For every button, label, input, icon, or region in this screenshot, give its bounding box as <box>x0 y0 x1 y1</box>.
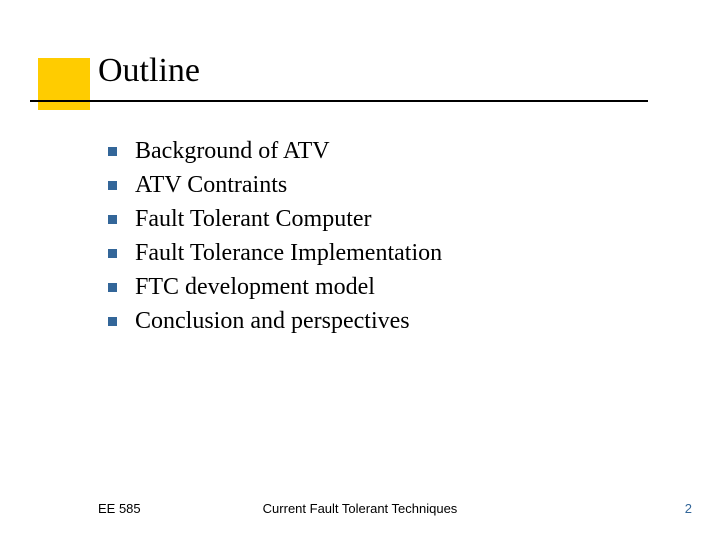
square-bullet-icon <box>108 181 117 190</box>
list-item: Fault Tolerance Implementation <box>108 236 442 270</box>
bullet-label: Fault Tolerant Computer <box>135 206 372 233</box>
slide: Outline Background of ATV ATV Contraints… <box>0 0 720 540</box>
bullet-label: Fault Tolerance Implementation <box>135 240 442 267</box>
accent-box <box>38 58 90 110</box>
list-item: Background of ATV <box>108 134 442 168</box>
square-bullet-icon <box>108 215 117 224</box>
square-bullet-icon <box>108 317 117 326</box>
list-item: ATV Contraints <box>108 168 442 202</box>
slide-title: Outline <box>98 52 200 90</box>
square-bullet-icon <box>108 147 117 156</box>
bullet-label: Conclusion and perspectives <box>135 308 410 335</box>
title-underline <box>30 100 648 102</box>
footer-center: Current Fault Tolerant Techniques <box>0 501 720 516</box>
bullet-label: FTC development model <box>135 274 375 301</box>
bullet-label: ATV Contraints <box>135 172 287 199</box>
square-bullet-icon <box>108 249 117 258</box>
footer: EE 585 Current Fault Tolerant Techniques… <box>0 496 720 516</box>
bullet-list: Background of ATV ATV Contraints Fault T… <box>108 134 442 338</box>
page-number: 2 <box>685 501 692 516</box>
square-bullet-icon <box>108 283 117 292</box>
bullet-label: Background of ATV <box>135 138 330 165</box>
list-item: FTC development model <box>108 270 442 304</box>
list-item: Conclusion and perspectives <box>108 304 442 338</box>
list-item: Fault Tolerant Computer <box>108 202 442 236</box>
